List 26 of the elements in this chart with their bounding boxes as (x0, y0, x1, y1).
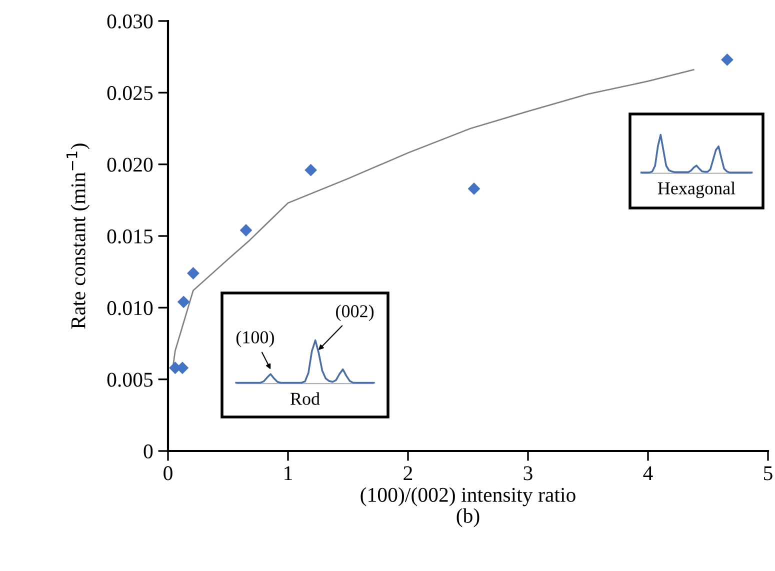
y-tick-label: 0.025 (107, 86, 153, 100)
point (186, 267, 200, 280)
annotation: (002) (336, 304, 374, 322)
x-tick-label: 5 (764, 466, 772, 480)
x-axis-title: Hexagonal (658, 182, 736, 198)
x-tick-label: 2 (404, 466, 412, 480)
x-axis-title: (100)/(002) intensity ratio (360, 487, 576, 506)
point (304, 164, 318, 176)
y-tick-label: 0.030 (107, 14, 153, 29)
point (468, 182, 480, 195)
point (177, 296, 190, 308)
x-tick-label: 1 (284, 466, 292, 480)
annotation: (100) (236, 330, 274, 348)
y-tick-label: 0.005 (107, 372, 153, 387)
y-tick-label: 0.010 (107, 301, 153, 316)
x-tick-label: 4 (643, 466, 653, 480)
point (240, 224, 252, 236)
y-tick-label: 0.015 (107, 229, 153, 244)
x-tick-label: 3 (524, 466, 532, 480)
y-tick-label: 0 (144, 444, 153, 458)
x-axis-title: Rod (290, 392, 320, 405)
point (720, 53, 734, 66)
x-tick-label: 0 (164, 466, 172, 480)
y-tick-label: 0.020 (107, 158, 153, 172)
y-axis-title: Rate constant (min$^{−1}$) (66, 144, 90, 329)
text: (b) (456, 508, 480, 528)
